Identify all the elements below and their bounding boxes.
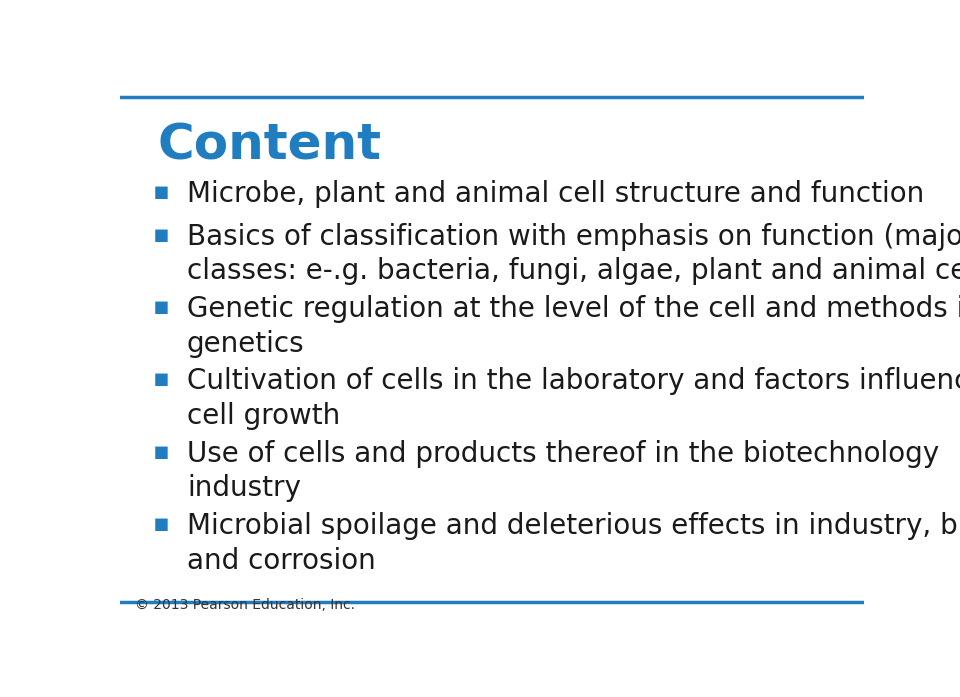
Text: ▪: ▪: [153, 181, 169, 204]
Text: Content: Content: [157, 121, 381, 169]
Text: ▪: ▪: [153, 367, 169, 392]
Text: Genetic regulation at the level of the cell and methods in
genetics: Genetic regulation at the level of the c…: [187, 295, 960, 358]
Text: Cultivation of cells in the laboratory and factors influencing
cell growth: Cultivation of cells in the laboratory a…: [187, 367, 960, 430]
Text: Microbe, plant and animal cell structure and function: Microbe, plant and animal cell structure…: [187, 181, 924, 208]
Text: ▪: ▪: [153, 295, 169, 319]
Text: Use of cells and products thereof in the biotechnology
industry: Use of cells and products thereof in the…: [187, 440, 939, 503]
Text: ▪: ▪: [153, 440, 169, 464]
Text: Basics of classification with emphasis on function (major cell
classes: e-.g. ba: Basics of classification with emphasis o…: [187, 223, 960, 285]
Text: ▪: ▪: [153, 223, 169, 247]
Text: Microbial spoilage and deleterious effects in industry, biofilms
and corrosion: Microbial spoilage and deleterious effec…: [187, 512, 960, 575]
Text: ▪: ▪: [153, 512, 169, 536]
Text: © 2013 Pearson Education, Inc.: © 2013 Pearson Education, Inc.: [134, 598, 355, 612]
